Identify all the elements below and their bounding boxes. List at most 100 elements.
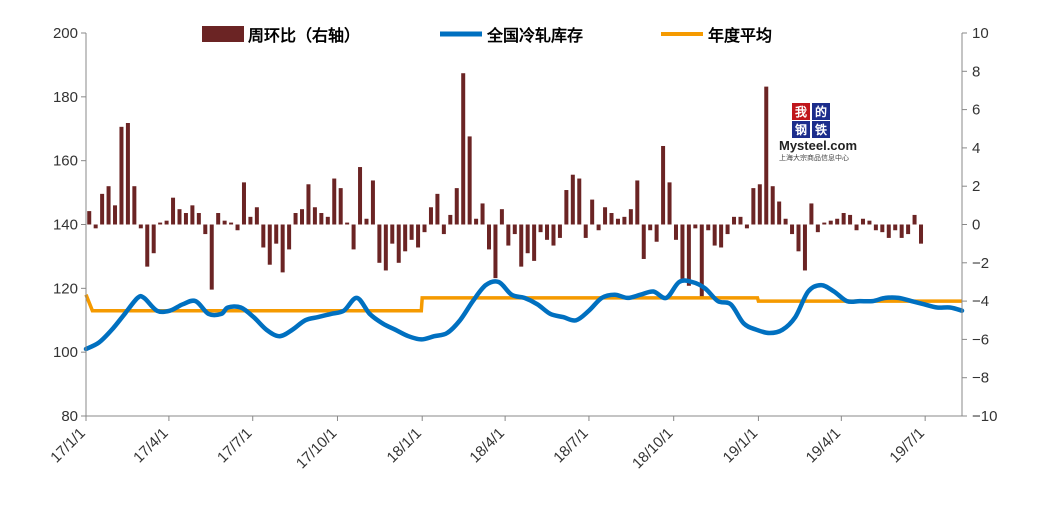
- weekly-change-bar: [609, 213, 614, 225]
- weekly-change-bar: [699, 224, 704, 298]
- right-axis-tick-label: −2: [972, 255, 989, 272]
- weekly-change-bar: [164, 220, 169, 225]
- watermark-logo-box: [792, 121, 810, 138]
- weekly-change-bar: [519, 224, 524, 267]
- weekly-change-bar: [506, 224, 511, 246]
- weekly-change-bar: [525, 224, 530, 254]
- weekly-change-bar: [628, 209, 633, 225]
- weekly-change-bar: [183, 213, 188, 225]
- watermark-logo-box: [812, 121, 830, 138]
- weekly-change-bar: [499, 209, 504, 225]
- watermark-logo-box: [792, 103, 810, 120]
- x-axis-tick-label: 17/4/1: [130, 425, 172, 467]
- weekly-change-bar: [87, 211, 92, 225]
- x-axis-tick-label: 17/1/1: [47, 425, 89, 467]
- left-axis-tick-label: 180: [53, 89, 78, 106]
- weekly-change-bar: [796, 224, 801, 252]
- watermark-logo-char: 的: [815, 104, 827, 119]
- weekly-change-bar: [899, 224, 904, 238]
- weekly-change-bar: [873, 224, 878, 231]
- weekly-change-bar: [680, 224, 685, 281]
- x-axis-tick-label: 19/1/1: [720, 425, 762, 467]
- weekly-change-bar: [557, 224, 562, 238]
- weekly-change-bar: [435, 193, 440, 225]
- weekly-change-bar: [667, 182, 672, 225]
- weekly-change-bar: [190, 205, 195, 225]
- weekly-change-bar: [222, 220, 227, 225]
- weekly-change-bar: [358, 167, 363, 225]
- weekly-change-bar: [686, 224, 691, 286]
- weekly-change-bar: [783, 218, 788, 225]
- weekly-change-bar: [906, 224, 911, 235]
- weekly-change-bar: [893, 224, 898, 231]
- weekly-change-bar: [396, 224, 401, 263]
- right-axis-tick-label: −10: [972, 408, 997, 425]
- weekly-change-bar: [345, 222, 350, 225]
- weekly-change-bar: [732, 216, 737, 225]
- weekly-change-bar: [306, 184, 311, 225]
- weekly-change-bar: [712, 224, 717, 246]
- weekly-change-bar: [100, 193, 105, 225]
- right-axis-tick-label: 0: [972, 217, 980, 234]
- weekly-change-bar: [93, 224, 98, 229]
- weekly-change-bar: [119, 126, 124, 225]
- weekly-change-bar: [454, 188, 459, 225]
- weekly-change-bar: [145, 224, 150, 267]
- weekly-change-bar: [596, 224, 601, 231]
- right-axis-tick-label: −6: [972, 331, 989, 348]
- weekly-change-bar: [377, 224, 382, 263]
- weekly-change-bar: [332, 178, 337, 225]
- weekly-change-bar: [216, 213, 221, 225]
- left-axis-tick-label: 140: [53, 217, 78, 234]
- weekly-change-bar: [364, 218, 369, 225]
- weekly-change-bar: [538, 224, 543, 233]
- weekly-change-bar: [428, 207, 433, 225]
- x-axis-tick-label: 18/4/1: [466, 425, 508, 467]
- weekly-change-bar: [919, 224, 924, 244]
- weekly-change-bar: [822, 222, 827, 225]
- weekly-change-bar: [487, 224, 491, 250]
- left-axis-tick-label: 120: [53, 280, 78, 297]
- weekly-change-bar: [403, 224, 408, 252]
- x-axis-tick-label: 18/10/1: [629, 425, 676, 472]
- weekly-change-bar: [577, 178, 582, 225]
- watermark-text: Mysteel.com: [779, 138, 857, 153]
- weekly-change-bar: [325, 216, 330, 225]
- weekly-change-bar: [570, 174, 575, 225]
- weekly-change-bar: [802, 224, 807, 271]
- weekly-change-bar: [673, 224, 678, 240]
- watermark-logo-char: 钢: [795, 122, 807, 137]
- weekly-change-bar: [641, 224, 646, 259]
- weekly-change-bar: [209, 224, 214, 290]
- x-axis-tick-label: 19/4/1: [803, 425, 845, 467]
- weekly-change-bar: [719, 224, 724, 248]
- weekly-change-bar: [113, 205, 118, 225]
- weekly-change-bar: [860, 218, 865, 225]
- weekly-change-bar: [790, 224, 795, 235]
- weekly-change-bar: [351, 224, 356, 250]
- weekly-change-bar: [841, 213, 846, 225]
- weekly-change-bar: [725, 224, 730, 235]
- weekly-change-bar: [603, 207, 608, 225]
- lines: [83, 278, 965, 352]
- mysteel-watermark: 我 的 钢 铁 Mysteel.com 上海大宗商品信息中心: [779, 103, 857, 162]
- left-axis-tick-label: 80: [61, 408, 78, 425]
- weekly-change-bar: [151, 224, 156, 254]
- weekly-change-bar: [467, 136, 472, 225]
- weekly-change-bar: [532, 224, 537, 261]
- weekly-change-bar: [809, 203, 814, 225]
- weekly-change-bar: [241, 182, 246, 225]
- weekly-change-bar: [835, 218, 840, 225]
- weekly-change-bar: [744, 224, 749, 229]
- weekly-change-bar: [254, 207, 259, 225]
- left-axis-tick-label: 200: [53, 25, 78, 42]
- weekly-change-bar: [229, 222, 234, 225]
- x-axis-tick-label: 17/7/1: [214, 425, 256, 467]
- weekly-change-bar: [235, 224, 240, 231]
- watermark-logo-char: 铁: [815, 122, 827, 137]
- weekly-change-bars: [87, 73, 924, 298]
- weekly-change-bar: [312, 207, 317, 225]
- x-axis-tick-label: 19/7/1: [886, 425, 928, 467]
- weekly-change-bar: [461, 73, 466, 225]
- watermark-logo-box: [812, 103, 830, 120]
